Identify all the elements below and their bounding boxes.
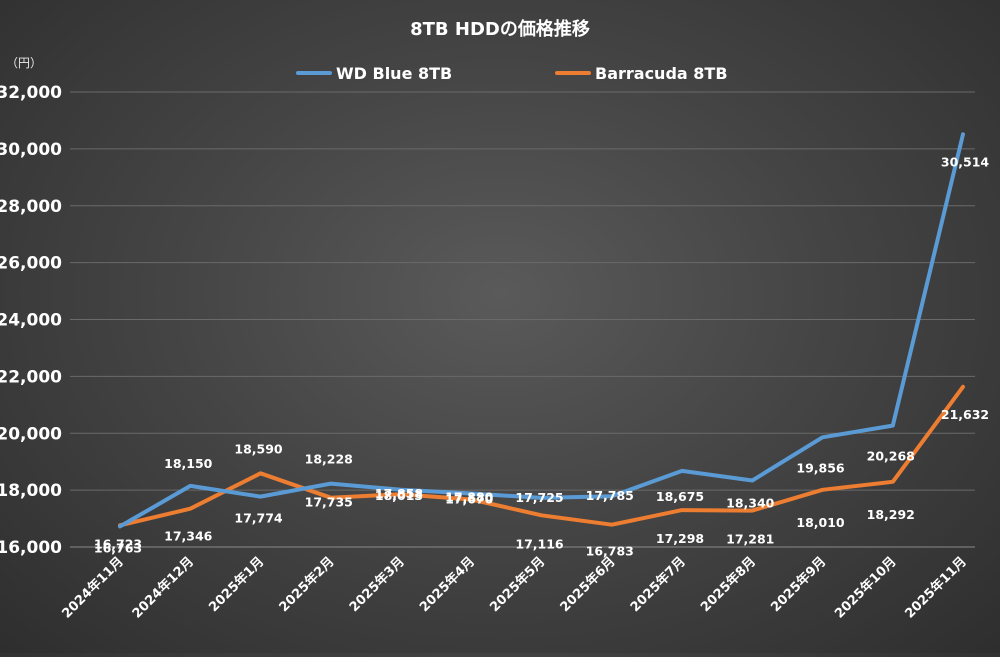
data-label-wd-blue: 30,514 (941, 154, 990, 169)
x-tick-label: 2025年9月 (768, 554, 830, 616)
data-label-barracuda: 21,632 (941, 407, 989, 422)
y-tick-label: 22,000 (0, 367, 62, 387)
data-label-barracuda: 18,010 (796, 515, 845, 530)
data-label-barracuda: 17,346 (164, 529, 213, 544)
y-tick-label: 16,000 (0, 538, 62, 558)
x-tick-label: 2025年11月 (902, 554, 970, 622)
data-label-barracuda: 16,763 (94, 540, 142, 555)
x-tick-label: 2025年1月 (206, 554, 268, 616)
x-tick-label: 2025年3月 (346, 554, 408, 616)
y-axis-ticks: 16,000 18,000 20,000 22,000 24,000 26,000 28,0… (0, 83, 62, 558)
y-tick-label: 26,000 (0, 254, 62, 274)
y-tick-label: 32,000 (0, 83, 62, 103)
x-tick-label: 2025年5月 (487, 554, 549, 616)
data-label-barracuda: 18,590 (234, 441, 283, 456)
chart-title: 8TB HDDの価格推移 (410, 18, 590, 40)
data-label-barracuda: 17,298 (656, 531, 704, 546)
data-label-wd-blue: 20,268 (867, 449, 915, 464)
x-tick-label: 2025年10月 (831, 554, 899, 622)
x-axis-ticks: 2024年11月 2024年12月 2025年1月 2025年2月 2025年3月 202… (59, 554, 970, 622)
data-label-barracuda: 17,116 (515, 536, 564, 551)
data-labels: 16,723 18,150 17,774 18,228 18,013 17,880 17,7… (94, 154, 990, 558)
data-label-wd-blue: 18,675 (656, 489, 704, 504)
data-label-wd-blue: 17,880 (445, 490, 494, 505)
x-tick-label: 2025年8月 (697, 554, 759, 616)
data-label-wd-blue: 18,340 (726, 495, 775, 510)
data-label-wd-blue: 19,856 (796, 460, 845, 475)
data-label-wd-blue: 17,725 (515, 490, 563, 505)
series-line-barracuda (118, 384, 965, 528)
x-tick-label: 2024年12月 (129, 554, 197, 622)
legend-label-barracuda: Barracuda 8TB (595, 64, 728, 83)
data-label-barracuda: 17,858 (375, 486, 423, 501)
data-label-wd-blue: 18,013 (375, 488, 423, 503)
legend: WD Blue 8TB Barracuda 8TB (296, 64, 728, 83)
y-tick-label: 30,000 (0, 140, 62, 160)
y-tick-label: 24,000 (0, 311, 62, 331)
data-label-barracuda: 17,670 (445, 492, 494, 507)
y-axis-unit-label: （円） (6, 56, 42, 70)
x-tick-label: 2025年2月 (276, 554, 338, 616)
legend-label-wd-blue: WD Blue 8TB (336, 64, 452, 83)
x-tick-label: 2025年6月 (557, 554, 619, 616)
data-label-barracuda: 17,281 (726, 532, 774, 547)
data-label-wd-blue: 18,228 (305, 452, 353, 467)
data-label-wd-blue: 17,774 (234, 511, 283, 526)
x-tick-label: 2024年11月 (59, 554, 127, 622)
x-tick-label: 2025年4月 (416, 554, 478, 616)
y-tick-label: 28,000 (0, 197, 62, 217)
data-label-wd-blue: 16,723 (94, 536, 142, 551)
data-label-barracuda: 18,292 (867, 507, 915, 522)
y-tick-label: 18,000 (0, 481, 62, 501)
data-label-wd-blue: 18,150 (164, 456, 213, 471)
x-tick-label: 2025年7月 (627, 554, 689, 616)
data-label-wd-blue: 17,785 (586, 488, 634, 503)
data-label-barracuda: 17,735 (305, 495, 353, 510)
y-tick-label: 20,000 (0, 424, 62, 444)
gridlines (70, 91, 975, 548)
series-line-wd-blue (118, 132, 965, 529)
series-lines (118, 132, 965, 529)
data-label-barracuda: 16,783 (586, 544, 634, 559)
